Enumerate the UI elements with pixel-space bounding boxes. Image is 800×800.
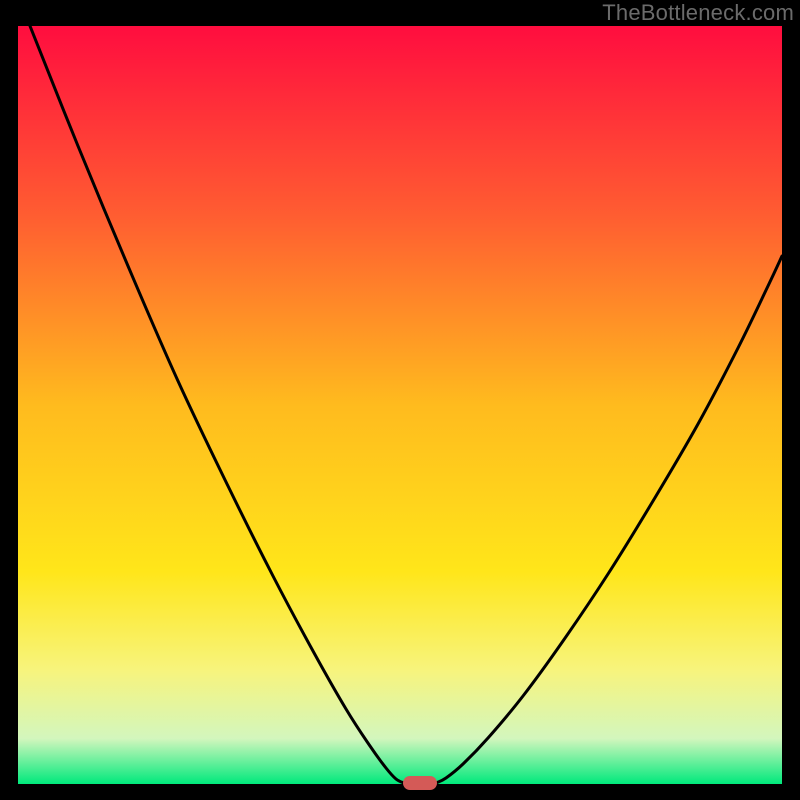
curve-layer <box>18 26 782 784</box>
optimum-marker <box>403 776 437 790</box>
watermark-text: TheBottleneck.com <box>602 0 794 26</box>
chart-frame: TheBottleneck.com <box>0 0 800 800</box>
curve-left-branch <box>30 26 404 783</box>
curve-right-branch <box>436 256 782 783</box>
